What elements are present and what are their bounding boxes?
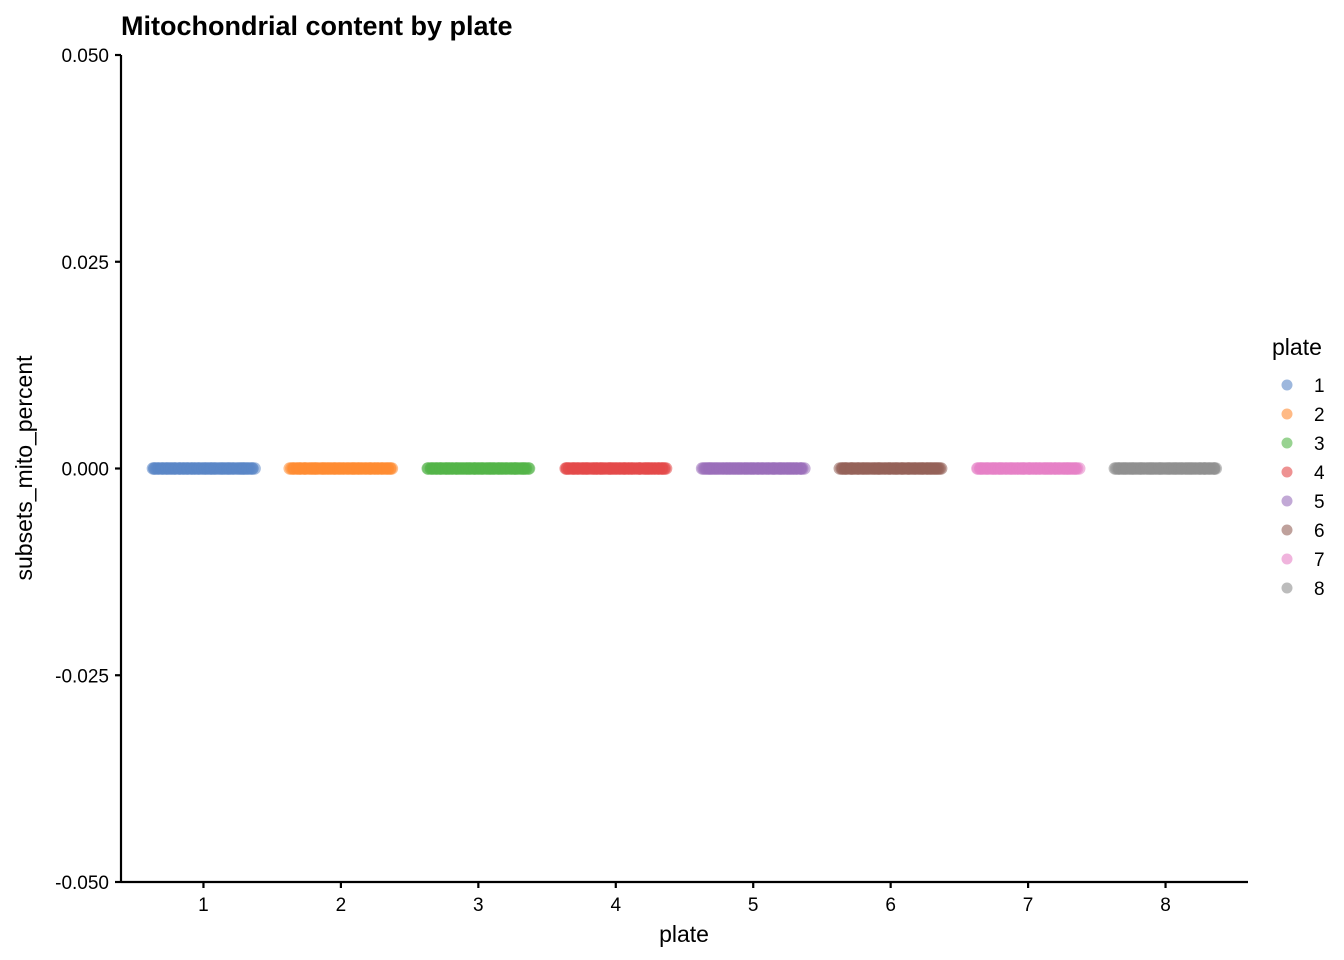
series-3-points xyxy=(421,462,536,475)
legend-swatch xyxy=(1281,582,1293,594)
legend-swatch xyxy=(1281,495,1293,507)
legend-item: 7 xyxy=(1281,550,1325,571)
x-tick-label: 7 xyxy=(1023,895,1034,916)
x-axis-ticks: 1 2 3 4 5 6 7 8 xyxy=(198,882,1171,916)
series-2-points xyxy=(283,462,399,475)
chart-title: Mitochondrial content by plate xyxy=(121,11,513,41)
x-tick-label: 1 xyxy=(198,895,209,916)
legend-swatch xyxy=(1281,466,1293,478)
y-axis-ticks: -0.050 -0.025 0.000 0.025 0.050 xyxy=(55,46,121,894)
legend-item: 1 xyxy=(1281,376,1325,397)
series-6-points xyxy=(833,462,948,475)
series-4-points xyxy=(559,462,673,475)
legend-item: 6 xyxy=(1281,521,1325,542)
data-point xyxy=(1209,462,1223,475)
data-point xyxy=(385,462,399,475)
data-point xyxy=(248,462,261,475)
legend-label: 4 xyxy=(1314,463,1325,484)
legend-label: 1 xyxy=(1314,376,1325,397)
series-1-points xyxy=(146,462,261,475)
legend-swatch xyxy=(1281,408,1293,420)
legend-item: 4 xyxy=(1281,463,1325,484)
plot-area xyxy=(146,462,1223,475)
data-point xyxy=(798,462,811,475)
x-tick-label: 8 xyxy=(1160,895,1171,916)
legend-item: 2 xyxy=(1281,405,1325,426)
legend: plate 1 2 3 4 5 6 7 8 xyxy=(1272,334,1325,600)
legend-label: 2 xyxy=(1314,405,1325,426)
x-axis-title: plate xyxy=(659,921,709,947)
legend-label: 7 xyxy=(1314,550,1325,571)
y-tick-label: 0.050 xyxy=(61,46,109,67)
data-point xyxy=(1073,462,1086,475)
legend-item: 5 xyxy=(1281,492,1325,513)
x-tick-label: 6 xyxy=(885,895,896,916)
y-tick-label: -0.025 xyxy=(55,666,109,687)
x-tick-label: 4 xyxy=(610,895,621,916)
x-tick-label: 5 xyxy=(748,895,759,916)
series-8-points xyxy=(1108,462,1223,475)
y-tick-label: -0.050 xyxy=(55,873,109,894)
legend-swatch xyxy=(1281,437,1293,449)
series-7-points xyxy=(971,462,1086,475)
legend-item: 3 xyxy=(1281,434,1325,455)
legend-label: 8 xyxy=(1314,579,1325,600)
data-point xyxy=(659,462,673,475)
x-tick-label: 2 xyxy=(336,895,347,916)
x-tick-label: 3 xyxy=(473,895,484,916)
y-axis-title: subsets_mito_percent xyxy=(11,355,37,581)
legend-swatch xyxy=(1281,553,1293,565)
y-tick-label: 0.000 xyxy=(61,460,109,481)
legend-title: plate xyxy=(1272,334,1322,360)
legend-label: 6 xyxy=(1314,521,1325,542)
legend-swatch xyxy=(1281,379,1293,391)
legend-swatch xyxy=(1281,524,1293,536)
legend-label: 5 xyxy=(1314,492,1325,513)
legend-label: 3 xyxy=(1314,434,1325,455)
data-point xyxy=(522,462,536,475)
data-point xyxy=(935,462,948,475)
series-5-points xyxy=(695,462,811,475)
legend-item: 8 xyxy=(1281,579,1325,600)
y-tick-label: 0.025 xyxy=(61,253,109,274)
